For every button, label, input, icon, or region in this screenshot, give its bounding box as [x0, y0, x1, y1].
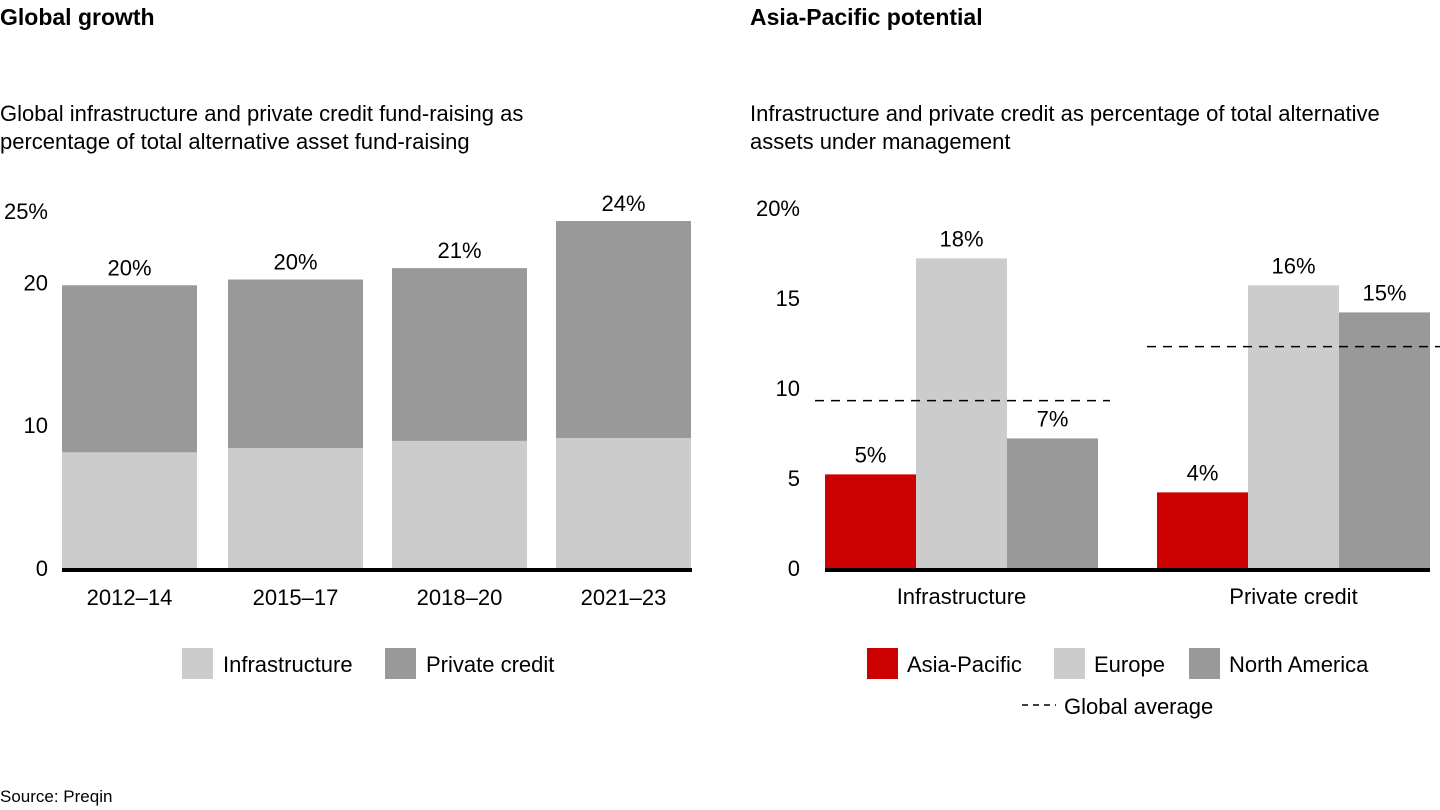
y-tick-label: 5 [788, 466, 800, 491]
data-label: 7% [1037, 406, 1069, 431]
data-label: 5% [855, 442, 887, 467]
y-tick-label: 0 [36, 556, 48, 581]
bar-asia-pacific [825, 474, 916, 568]
data-label: 15% [1362, 280, 1406, 305]
legend-label: Infrastructure [223, 652, 353, 677]
left-chart-title: Global growth [0, 4, 155, 30]
x-tick-label: 2021–23 [581, 585, 667, 610]
legend-swatch [182, 648, 213, 679]
y-tick-label: 15 [776, 286, 800, 311]
bar-private-credit [392, 268, 527, 441]
total-data-label: 20% [273, 250, 317, 275]
bar-asia-pacific [1157, 492, 1248, 568]
bar-private-credit [556, 220, 691, 439]
data-label: 18% [939, 226, 983, 251]
bar-infrastructure [556, 438, 691, 568]
legend-label: Global average [1064, 694, 1213, 719]
bar-private-credit [62, 285, 197, 453]
bar-private-credit [228, 279, 363, 449]
bar-infrastructure [62, 452, 197, 568]
legend-swatch [1054, 648, 1085, 679]
x-tick-label: 2012–14 [87, 585, 173, 610]
y-tick-label: 25% [4, 199, 48, 224]
x-tick-label: 2018–20 [417, 585, 503, 610]
right-chart-title: Asia-Pacific potential [750, 4, 983, 30]
total-data-label: 21% [437, 238, 481, 263]
y-tick-label: 20% [756, 196, 800, 221]
bar-infrastructure [392, 440, 527, 568]
legend-label: Private credit [426, 652, 554, 677]
bar-europe [916, 258, 1007, 568]
legend-label: North America [1229, 652, 1369, 677]
bar-infrastructure [228, 448, 363, 568]
y-tick-label: 20 [24, 270, 48, 295]
x-tick-label: Infrastructure [897, 584, 1027, 609]
data-label: 4% [1187, 460, 1219, 485]
source-note: Source: Preqin [0, 787, 113, 806]
y-tick-label: 0 [788, 556, 800, 581]
bar-europe [1248, 285, 1339, 568]
bar-north-america [1007, 438, 1098, 568]
legend-swatch [1189, 648, 1220, 679]
legend-swatch [385, 648, 416, 679]
x-tick-label: Private credit [1229, 584, 1357, 609]
legend-label: Asia-Pacific [907, 652, 1022, 677]
legend-swatch [867, 648, 898, 679]
total-data-label: 24% [601, 191, 645, 216]
right-chart-subtitle: Infrastructure and private credit as per… [750, 101, 1380, 154]
left-chart-subtitle: Global infrastructure and private credit… [0, 101, 524, 154]
data-label: 16% [1271, 253, 1315, 278]
total-data-label: 20% [107, 255, 151, 280]
bar-north-america [1339, 312, 1430, 568]
x-tick-label: 2015–17 [253, 585, 339, 610]
y-tick-label: 10 [24, 413, 48, 438]
y-tick-label: 10 [776, 376, 800, 401]
legend-label: Europe [1094, 652, 1165, 677]
